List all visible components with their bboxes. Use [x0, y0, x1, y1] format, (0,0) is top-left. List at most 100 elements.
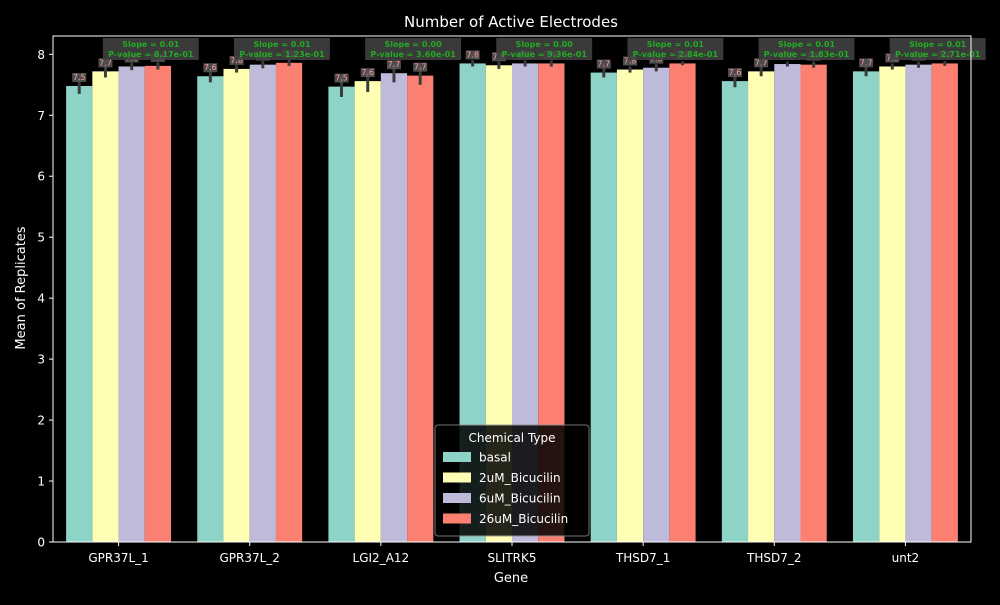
y-tick-label: 7	[37, 109, 45, 123]
value-label-box	[98, 58, 113, 68]
annotation-slope: Slope = 0.01	[122, 40, 180, 49]
value-label: 7.8	[466, 50, 479, 59]
legend-title: Chemical Type	[468, 431, 555, 445]
value-label: 7.7	[388, 60, 401, 69]
value-label: 7.5	[73, 73, 86, 82]
legend: Chemical Type basal 2uM_Bicucilin 6uM_Bicuc…	[434, 424, 590, 537]
x-tick-label: GPR37L_2	[219, 551, 279, 565]
y-tick-label: 8	[37, 48, 45, 62]
value-label: 7.7	[755, 58, 768, 67]
bar	[66, 85, 93, 543]
value-label-box	[623, 56, 638, 66]
annotation-box	[233, 38, 330, 60]
value-label: 7.8	[230, 56, 243, 65]
value-label-box	[754, 58, 769, 68]
x-tick-label: THSD7_2	[746, 551, 801, 565]
y-tick-label: 2	[37, 414, 45, 428]
value-label-box	[334, 73, 349, 83]
x-axis-label: Gene	[494, 571, 528, 586]
y-axis-label: Mean of Replicates	[14, 226, 29, 349]
x-tick-label: THSD7_1	[615, 551, 670, 565]
bar	[721, 81, 749, 542]
value-label: 7.7	[99, 58, 112, 67]
bar	[275, 62, 303, 542]
legend-frame	[434, 424, 590, 537]
legend-label: 2uM_Bicucilin	[479, 471, 561, 485]
bar	[144, 65, 172, 543]
bar	[616, 69, 644, 542]
x-tick-label: unt2	[892, 551, 920, 565]
bar	[380, 73, 408, 542]
annotation-slope: Slope = 0.01	[909, 40, 967, 49]
value-label: 7.6	[729, 68, 742, 77]
annotation-slope: Slope = 0.01	[778, 40, 836, 49]
bar	[879, 66, 906, 542]
annotation-slope: Slope = 0.00	[516, 40, 574, 49]
value-label: 7.7	[597, 60, 610, 69]
annotation-slope: Slope = 0.00	[384, 40, 442, 49]
y-tick-label: 5	[37, 231, 45, 245]
value-label-box	[465, 50, 480, 60]
value-label-box	[360, 68, 375, 78]
bar	[800, 64, 827, 542]
y-tick-label: 3	[37, 353, 45, 367]
value-label: 7.8	[624, 57, 637, 66]
axes-layer: 0 1 2 3 4 5 6 7 8 GPR37L_1 GPR37L_2 LGI2_A12 SLITRK5…	[37, 35, 972, 565]
bars-layer	[66, 62, 958, 543]
legend-swatch	[443, 472, 471, 483]
bar	[643, 67, 670, 542]
bar	[223, 68, 250, 543]
x-tick-label: LGI2_A12	[353, 551, 410, 565]
legend-swatch	[443, 452, 471, 462]
bar	[748, 71, 775, 542]
bar	[407, 75, 434, 543]
bar	[905, 64, 932, 542]
bar	[249, 64, 276, 542]
bar	[92, 71, 119, 542]
x-tick-label: SLITRK5	[487, 551, 536, 565]
bar	[354, 81, 381, 542]
chart-title: Number of Active Electrodes	[404, 13, 618, 31]
value-label-box	[596, 59, 611, 69]
annotation-pvalue: P-value = 2.84e-01	[633, 50, 719, 59]
legend-label: 6uM_Bicucilin	[479, 492, 561, 506]
legend-label: basal	[479, 451, 511, 465]
annotation-slope: Slope = 0.01	[647, 40, 705, 49]
value-label-box	[413, 62, 428, 72]
bar	[852, 71, 880, 542]
value-label-box	[859, 58, 874, 68]
legend-swatch	[443, 493, 471, 503]
annotation-pvalue: P-value = 8.17e-01	[108, 50, 194, 59]
annotation-pvalue: P-value = 2.71e-01	[895, 50, 981, 59]
annotation-pvalue: P-value = 9.36e-01	[502, 50, 588, 59]
value-label: 7.5	[335, 74, 348, 83]
bar	[118, 66, 145, 542]
annotation-box	[889, 38, 986, 60]
y-tick-label: 6	[37, 170, 45, 184]
bar	[197, 76, 224, 542]
value-label: 7.6	[204, 63, 217, 72]
bar	[774, 64, 801, 543]
annotation-box	[102, 38, 199, 60]
annotation-slope: Slope = 0.01	[253, 40, 311, 49]
annotation-box	[627, 38, 724, 60]
annotation-box	[496, 38, 593, 60]
y-tick-label: 0	[37, 536, 45, 550]
value-label-box	[72, 72, 87, 82]
value-label: 7.7	[860, 58, 873, 67]
x-tick-label: GPR37L_1	[88, 551, 148, 565]
annotation-pvalue: P-value = 3.60e-01	[370, 50, 456, 59]
value-label-box	[386, 60, 401, 70]
annotation-pvalue: P-value = 1.23e-01	[239, 50, 325, 59]
value-label-box	[727, 68, 742, 78]
bar	[590, 72, 617, 543]
annotation-box	[365, 38, 462, 60]
legend-swatch	[443, 513, 471, 524]
legend-label: 26uM_Bicucilin	[479, 512, 568, 526]
value-label-box	[229, 55, 244, 65]
annotation-box	[758, 38, 855, 60]
bar	[931, 63, 958, 542]
